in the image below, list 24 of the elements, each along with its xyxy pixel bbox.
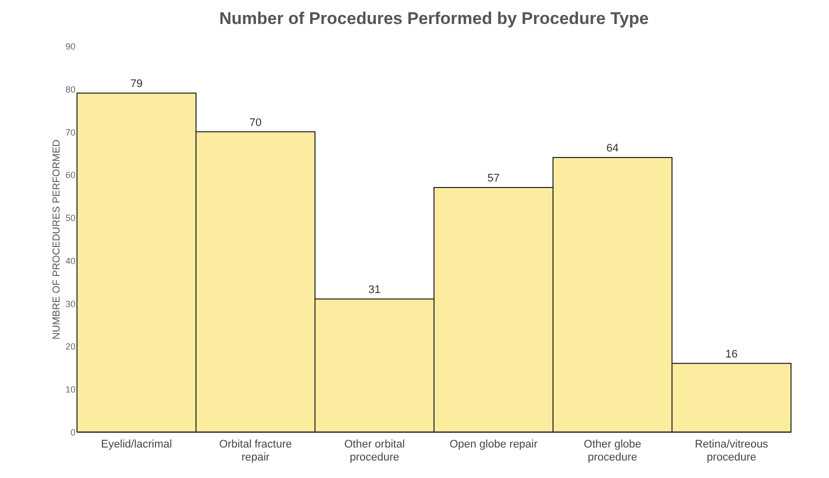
y-axis-title: NUMBRE OF PROCEDURES PERFORMED [51, 139, 62, 340]
x-tick-label: Orbital fracture repair [219, 438, 292, 464]
y-tick-label: 30 [65, 298, 76, 309]
y-tick-label: 90 [65, 42, 76, 52]
y-tick-label: 60 [65, 170, 76, 180]
x-tick-label: Eyelid/lacrimal [101, 438, 172, 450]
y-tick-label: 50 [65, 213, 76, 224]
x-tick-label: Retina/vitreous procedure [694, 438, 769, 464]
data-label: 31 [368, 284, 381, 296]
y-tick-label: 80 [65, 84, 76, 94]
data-label: 79 [130, 78, 143, 90]
y-tick-label: 10 [65, 384, 76, 395]
x-tick-label: Other globe procedure [584, 438, 642, 464]
y-tick-label: 20 [65, 342, 76, 352]
data-label: 70 [249, 116, 262, 129]
chart-title: Number of Procedures Performed by Procedure Type [219, 9, 649, 28]
data-label: 57 [487, 172, 500, 185]
data-label: 64 [606, 142, 619, 155]
y-tick-label: 70 [65, 127, 76, 138]
x-tick-label: Open globe repair [449, 438, 538, 450]
y-tick-label: 0 [70, 428, 76, 438]
y-tick-label: 40 [65, 256, 76, 266]
data-label: 16 [725, 348, 738, 360]
x-tick-label: Other orbital procedure [344, 438, 405, 464]
